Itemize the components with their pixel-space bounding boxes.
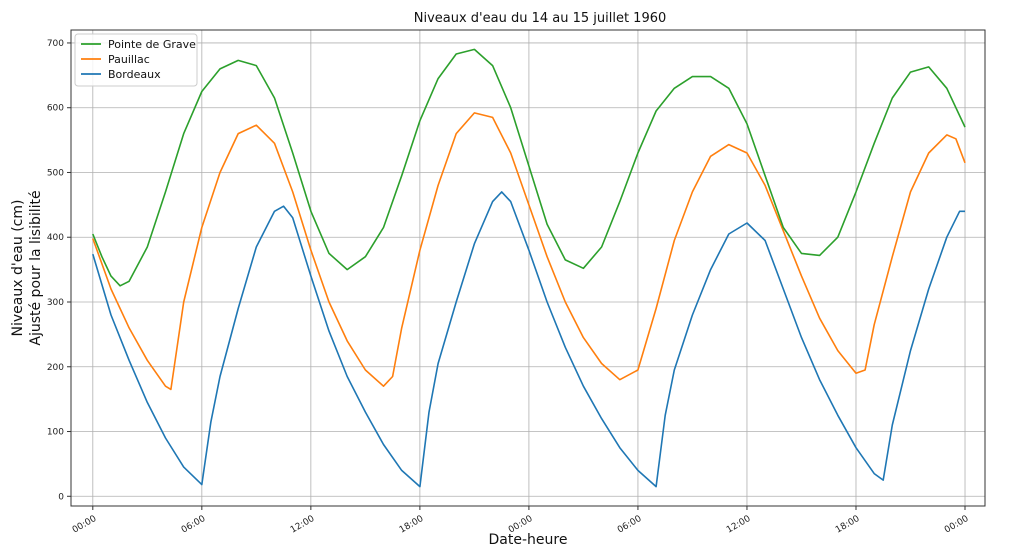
plot-frame <box>70 29 986 507</box>
legend-label: Pointe de Grave <box>108 38 196 51</box>
chart-title: Niveaux d'eau du 14 au 15 juillet 1960 <box>414 11 667 26</box>
y-tick-label: 500 <box>47 168 64 178</box>
x-tick-label: 12:00 <box>289 514 317 536</box>
y-tick-label: 200 <box>47 363 64 373</box>
series-lines <box>92 48 966 488</box>
y-axis-label-line2: Ajusté pour la lisibilité <box>28 190 44 345</box>
y-tick-label: 700 <box>47 39 64 49</box>
y-axis-ticks: 0 100 200 300 400 500 600 700 <box>47 39 71 502</box>
legend: Pointe de Grave Pauillac Bordeaux <box>74 33 198 87</box>
x-tick-label: 18:00 <box>398 514 426 536</box>
y-tick-label: 300 <box>47 298 64 308</box>
series-line-pointe-de-grave <box>92 48 966 287</box>
x-tick-label: 12:00 <box>725 514 753 536</box>
series-line-bordeaux <box>92 191 965 488</box>
y-gridlines <box>71 42 985 497</box>
legend-label: Bordeaux <box>108 68 161 81</box>
x-tick-label: 18:00 <box>834 514 862 536</box>
x-tick-label: 00:00 <box>71 514 99 536</box>
x-axis-label: Date-heure <box>489 532 568 547</box>
legend-label: Pauillac <box>108 53 150 66</box>
x-gridlines <box>92 30 966 506</box>
legend-box <box>74 33 198 87</box>
x-tick-label: 06:00 <box>616 514 644 536</box>
series-line-pauillac <box>92 112 966 391</box>
y-tick-label: 600 <box>47 104 64 114</box>
y-tick-label: 400 <box>47 233 64 243</box>
x-tick-label: 06:00 <box>180 514 208 536</box>
x-tick-label: 00:00 <box>943 514 971 536</box>
y-axis-label-line1: Niveaux d'eau (cm) <box>10 200 26 337</box>
y-tick-label: 0 <box>58 492 64 502</box>
y-tick-label: 100 <box>47 428 64 438</box>
